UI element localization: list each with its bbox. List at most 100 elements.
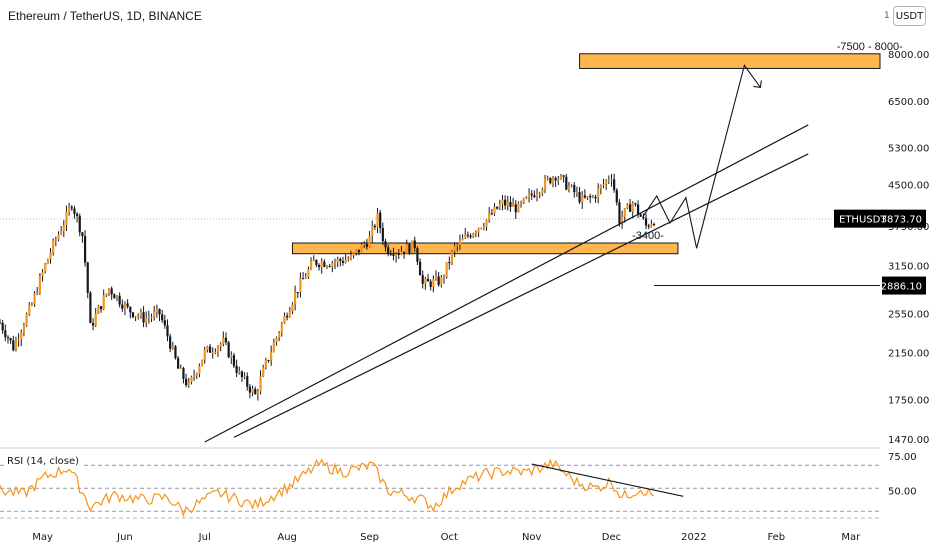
x-tick-label: Jul	[198, 532, 211, 543]
candle-body	[426, 278, 430, 282]
candle-body	[270, 352, 273, 361]
candle	[623, 207, 626, 223]
candle-body	[267, 360, 270, 362]
candle	[89, 290, 92, 324]
candle	[474, 230, 477, 238]
candle	[30, 302, 34, 307]
candle-body	[68, 207, 71, 212]
candle	[161, 309, 164, 323]
candle	[527, 188, 531, 203]
candle-body	[46, 259, 49, 264]
candle	[44, 263, 47, 274]
candle-body	[211, 352, 214, 354]
candle	[325, 265, 329, 270]
y-tick-label: 2550.00	[888, 310, 929, 321]
candle	[145, 311, 148, 328]
candle-body	[440, 277, 443, 285]
candle-body	[36, 293, 39, 295]
candle-body	[384, 241, 387, 248]
candle-body	[288, 311, 291, 318]
candle	[381, 222, 384, 246]
candle	[294, 285, 297, 311]
candle	[187, 378, 190, 388]
candle	[437, 271, 440, 287]
candle	[509, 196, 512, 212]
rsi-title: RSI (14, close)	[5, 456, 82, 467]
candle-body	[147, 317, 150, 319]
candle-body	[363, 244, 366, 246]
candle	[456, 242, 459, 252]
candle	[477, 227, 480, 238]
candle	[9, 337, 12, 344]
candle-body	[647, 225, 650, 227]
candle-body	[498, 204, 501, 209]
grid-lines	[0, 218, 880, 519]
candle	[73, 205, 76, 219]
candle-body	[94, 313, 97, 326]
candle-body	[105, 293, 108, 296]
candle	[62, 219, 65, 237]
candle-body	[126, 303, 129, 307]
candle	[360, 242, 363, 253]
candle-body	[626, 204, 629, 209]
candle-body	[445, 262, 448, 277]
candle	[642, 213, 645, 220]
candle	[182, 366, 185, 384]
candle-body	[248, 386, 252, 393]
candle-body	[158, 308, 161, 315]
candle-body	[232, 355, 236, 366]
candle	[331, 260, 334, 273]
candle-body	[118, 295, 121, 305]
candle	[139, 308, 143, 319]
candle-body	[474, 232, 477, 234]
candle	[644, 213, 648, 230]
candle-body	[368, 236, 371, 247]
candle	[137, 313, 140, 320]
candle-body	[504, 199, 507, 206]
candle-body	[567, 186, 571, 190]
candle	[256, 388, 259, 401]
currency-button[interactable]: USDT	[893, 6, 926, 26]
candle	[20, 329, 23, 347]
candle	[400, 246, 403, 256]
candle	[397, 248, 400, 259]
candle	[328, 263, 331, 268]
candle-body	[230, 355, 233, 358]
candle	[379, 209, 382, 234]
candle	[628, 198, 632, 213]
candle	[304, 272, 307, 279]
candle-body	[70, 207, 73, 209]
candle-body	[586, 196, 589, 198]
candle	[498, 199, 501, 211]
candle	[365, 238, 368, 250]
candle	[12, 335, 15, 352]
candle	[299, 272, 302, 298]
y-tick-label: 5300.00	[888, 143, 929, 154]
candle-body	[240, 371, 244, 378]
candle-body	[57, 234, 60, 240]
candle	[251, 385, 254, 397]
candle-body	[557, 178, 560, 181]
candle-body	[328, 266, 331, 268]
last-price-badge-bg	[834, 209, 926, 228]
candle	[613, 173, 616, 193]
candle-body	[4, 330, 7, 338]
candle-body	[347, 259, 350, 261]
x-tick-label: Mar	[841, 532, 861, 543]
candle-body	[123, 303, 127, 309]
candle	[240, 370, 244, 382]
candle-body	[522, 198, 525, 203]
target-zone-label: -7500 - 8000-	[837, 41, 903, 53]
candle-body	[541, 189, 544, 194]
candle	[567, 181, 571, 193]
y-tick-label: 4500.00	[888, 181, 929, 192]
x-tick-label: Aug	[277, 532, 297, 543]
annotation-zones: -7500 - 8000- -3400-	[291, 41, 903, 255]
candle-body	[214, 351, 217, 353]
x-tick-label: Jun	[116, 532, 133, 543]
candle-body	[583, 195, 586, 198]
candle	[570, 183, 573, 188]
candle	[440, 274, 443, 288]
candle	[519, 200, 523, 208]
